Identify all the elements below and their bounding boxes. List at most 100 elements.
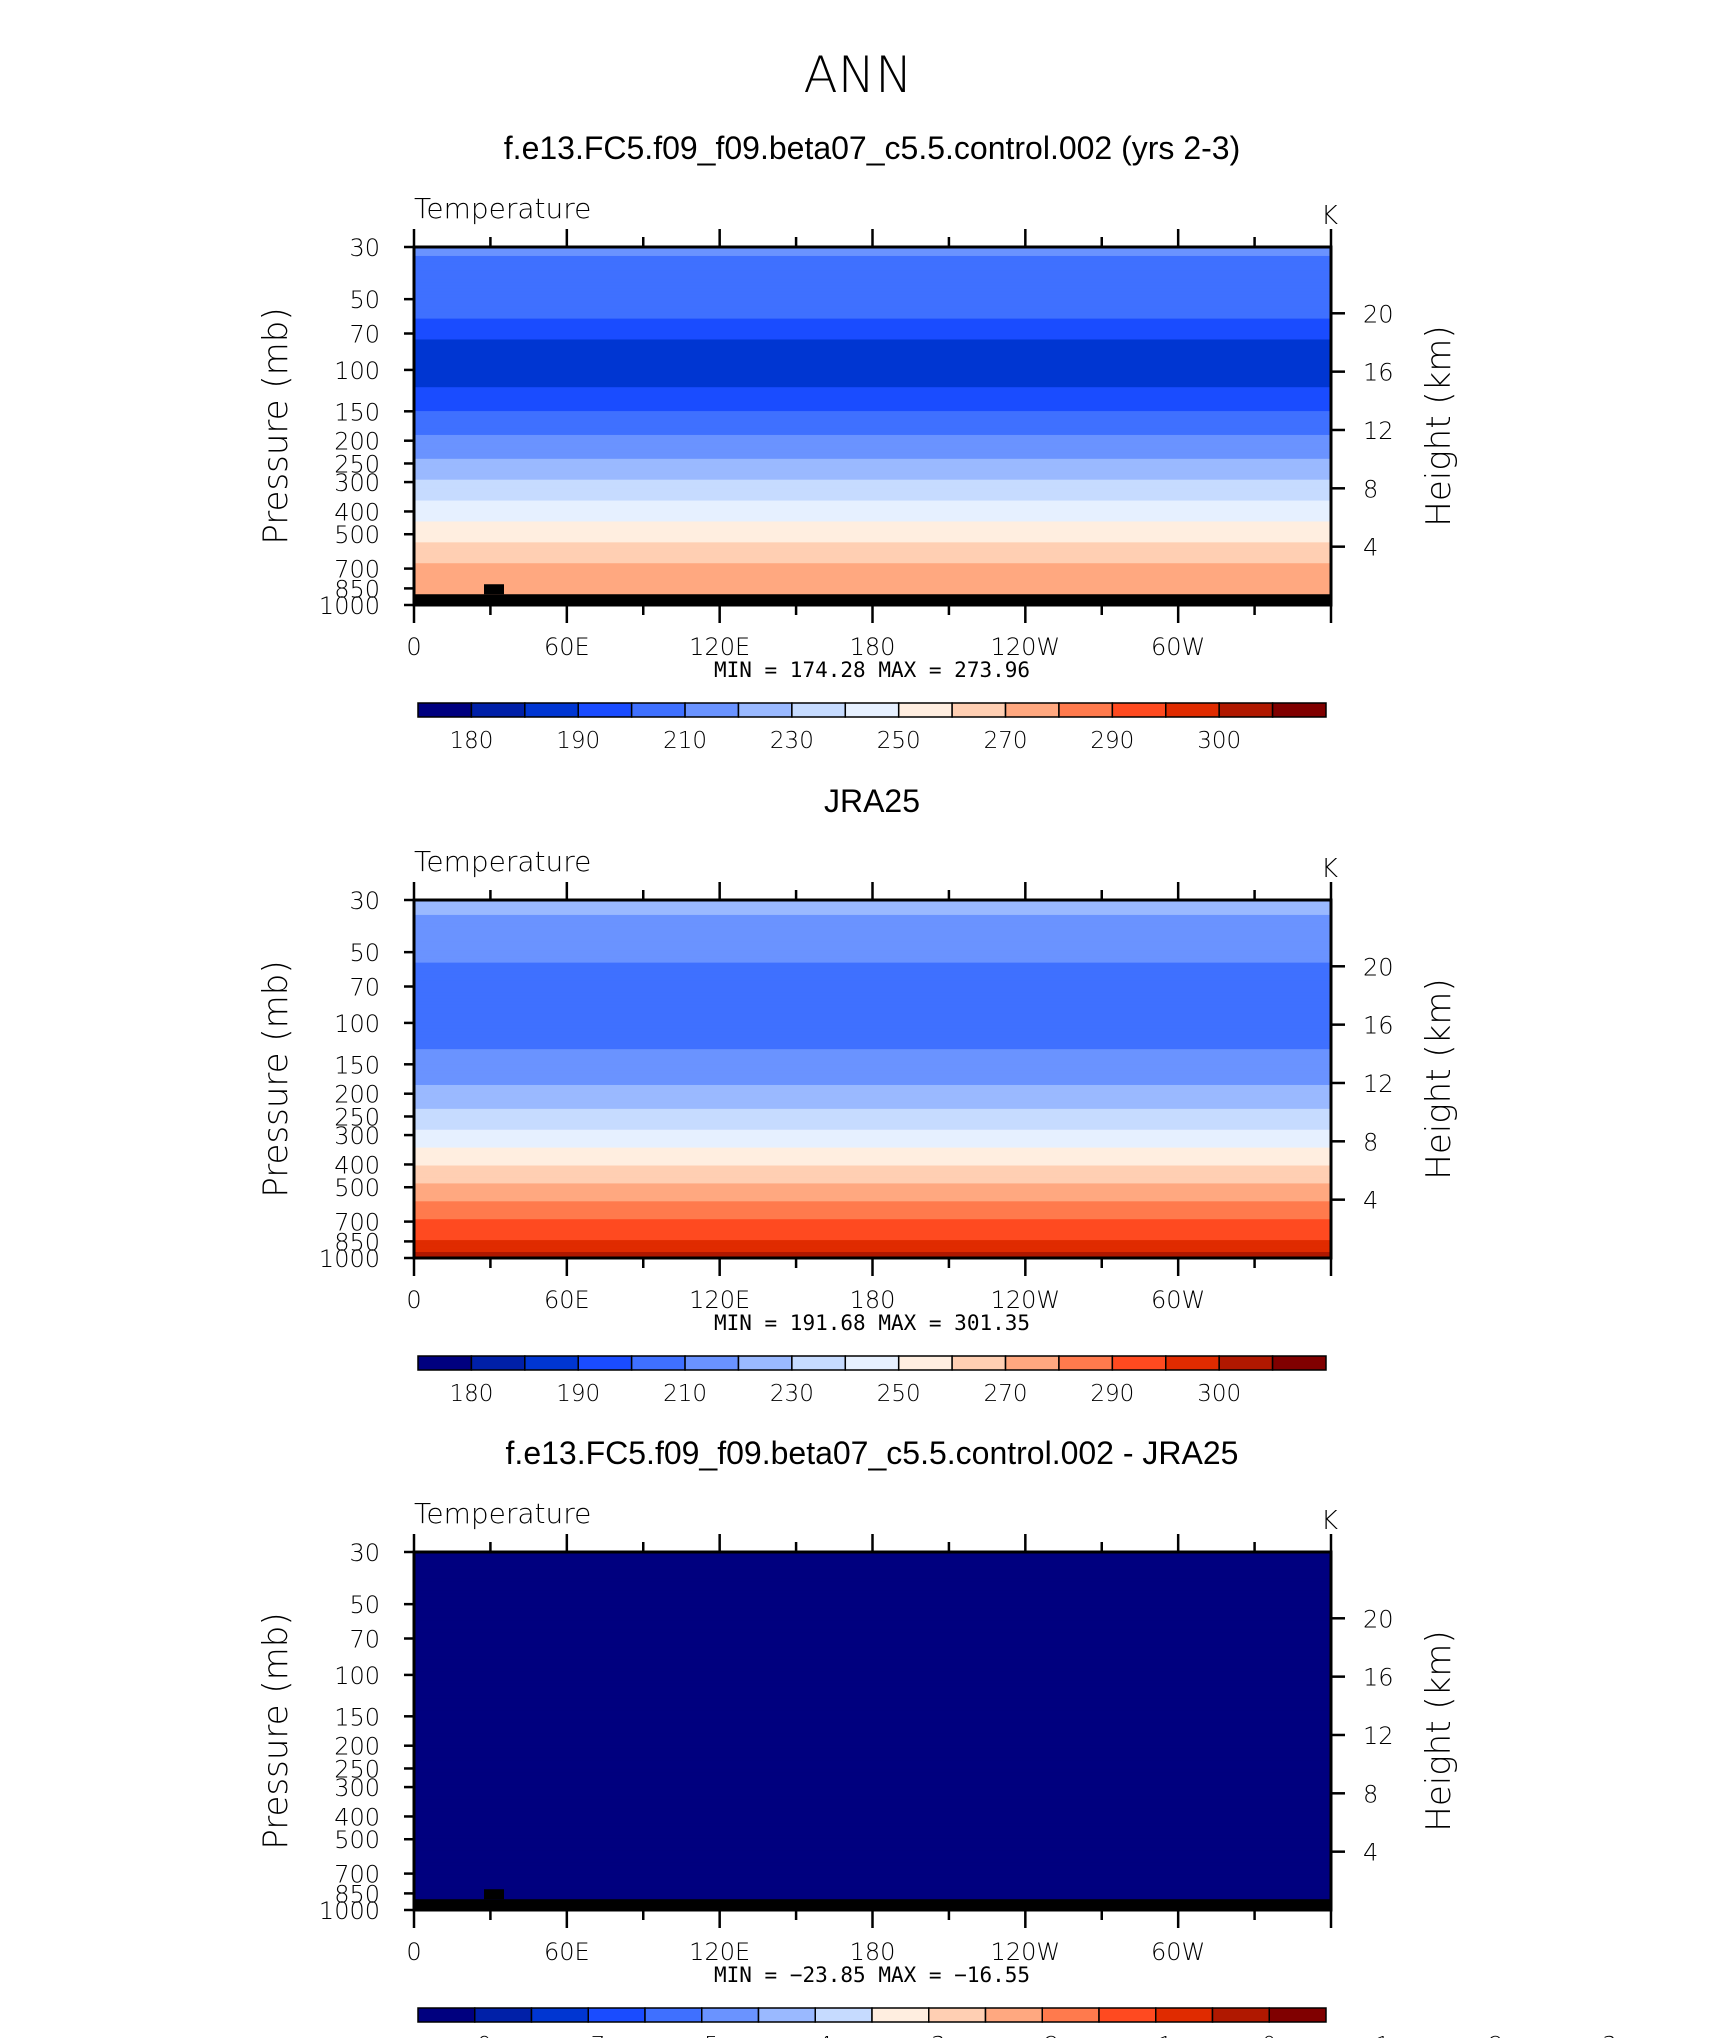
- contour-band: [414, 959, 1331, 964]
- contour-band: [414, 1231, 1331, 1235]
- contour-band: [414, 1563, 1331, 1568]
- colorbar-box: [1111, 1355, 1167, 1371]
- contour-band: [414, 950, 1331, 955]
- colorbar-box: [530, 2007, 589, 2023]
- contour-band: [414, 1710, 1331, 1714]
- contour-band: [414, 1114, 1331, 1119]
- colorbar-box: [897, 702, 953, 718]
- colorbar-label: 250: [877, 1381, 921, 1407]
- contour-band: [414, 1566, 1331, 1571]
- x-tick-label: 120W: [991, 1938, 1061, 1966]
- colorbar-label: 210: [663, 728, 707, 754]
- contour-band: [414, 1683, 1331, 1688]
- contour-band: [414, 393, 1331, 397]
- y-tick-label-right: 4: [1363, 1187, 1378, 1215]
- contour-band: [414, 1701, 1331, 1705]
- contour-band: [414, 315, 1331, 320]
- contour-band: [414, 1757, 1331, 1762]
- x-tick-label: 60E: [544, 1938, 590, 1966]
- contour-band: [414, 524, 1331, 529]
- contour-band: [414, 1751, 1331, 1756]
- contour-band: [414, 1716, 1331, 1720]
- colorbar-box: [470, 1355, 526, 1371]
- contour-band: [414, 1007, 1331, 1012]
- contour-band: [414, 1844, 1331, 1849]
- contour-band: [414, 306, 1331, 311]
- contour-band: [414, 944, 1331, 949]
- contour-band: [414, 1186, 1331, 1191]
- contour-band: [414, 1156, 1331, 1161]
- contour-band: [414, 911, 1331, 916]
- contour-band: [414, 1680, 1331, 1685]
- contour-band: [414, 1219, 1331, 1223]
- chart-title: JRA25: [824, 783, 920, 819]
- contour-band: [414, 1028, 1331, 1033]
- contour-band: [414, 974, 1331, 979]
- contour-band: [414, 1677, 1331, 1682]
- contour-band: [414, 971, 1331, 976]
- contour-band: [414, 1778, 1331, 1783]
- contour-band: [414, 408, 1331, 412]
- y-tick-label-right: 8: [1363, 1780, 1378, 1808]
- units-label: K: [1321, 201, 1338, 231]
- contour-band: [414, 485, 1331, 490]
- contour-band: [414, 1722, 1331, 1726]
- y-tick-label: 700: [334, 1209, 380, 1237]
- contour-band: [414, 1147, 1331, 1152]
- contour-band: [414, 566, 1331, 570]
- colorbar-box: [791, 702, 847, 718]
- contour-band: [414, 1037, 1331, 1042]
- contour-band: [414, 1892, 1331, 1896]
- chart-subtitle: Temperature: [414, 192, 591, 225]
- contour-band: [414, 1058, 1331, 1062]
- colorbar-label: 290: [1090, 728, 1134, 754]
- contour-band: [414, 1698, 1331, 1702]
- contour-band: [414, 953, 1331, 958]
- chart-title: f.e13.FC5.f09_f09.beta07_c5.5.control.00…: [504, 130, 1240, 166]
- colorbar-box: [417, 702, 473, 718]
- y-tick-label: 200: [334, 1733, 380, 1761]
- colorbar-label: 180: [449, 728, 493, 754]
- contour-band: [414, 1632, 1331, 1637]
- contour-band: [414, 1713, 1331, 1717]
- colorbar-box: [757, 2007, 816, 2023]
- contour-band: [414, 399, 1331, 403]
- contour-band: [414, 1689, 1331, 1694]
- colorbar-box: [470, 702, 526, 718]
- contour-band: [414, 1620, 1331, 1625]
- colorbar-box: [417, 2007, 476, 2023]
- contour-band: [414, 1736, 1331, 1741]
- colorbar-label: 270: [984, 1381, 1028, 1407]
- contour-band: [414, 381, 1331, 386]
- contour-band: [414, 1593, 1331, 1598]
- contour-band: [414, 426, 1331, 430]
- colorbar-box: [577, 1355, 633, 1371]
- colorbar-label: 180: [449, 1381, 493, 1407]
- colorbar-box: [871, 2007, 930, 2023]
- contour-band: [414, 282, 1331, 287]
- contour-band: [414, 1210, 1331, 1215]
- y-tick-label: 70: [349, 321, 380, 349]
- contour-band: [414, 1153, 1331, 1158]
- contour-band: [414, 1850, 1331, 1855]
- contour-band: [414, 423, 1331, 427]
- contour-band: [414, 1847, 1331, 1852]
- contour-band: [414, 1781, 1331, 1786]
- contour-band: [414, 1650, 1331, 1655]
- contour-band: [414, 1213, 1331, 1218]
- contour-band: [414, 956, 1331, 961]
- contour-band: [414, 1554, 1331, 1559]
- colorbar-box: [1155, 2007, 1214, 2023]
- contour-band: [414, 1662, 1331, 1667]
- contour-band: [414, 1052, 1331, 1056]
- main-title: ANN: [803, 46, 912, 104]
- contour-band: [414, 587, 1331, 591]
- contour-band: [414, 1811, 1331, 1816]
- contour-band: [414, 1769, 1331, 1774]
- x-tick-label: 120W: [991, 1286, 1061, 1314]
- contour-band: [414, 1590, 1331, 1595]
- colorbar-box: [1004, 1355, 1060, 1371]
- contour-band: [414, 527, 1331, 532]
- y-tick-label: 300: [334, 1122, 380, 1150]
